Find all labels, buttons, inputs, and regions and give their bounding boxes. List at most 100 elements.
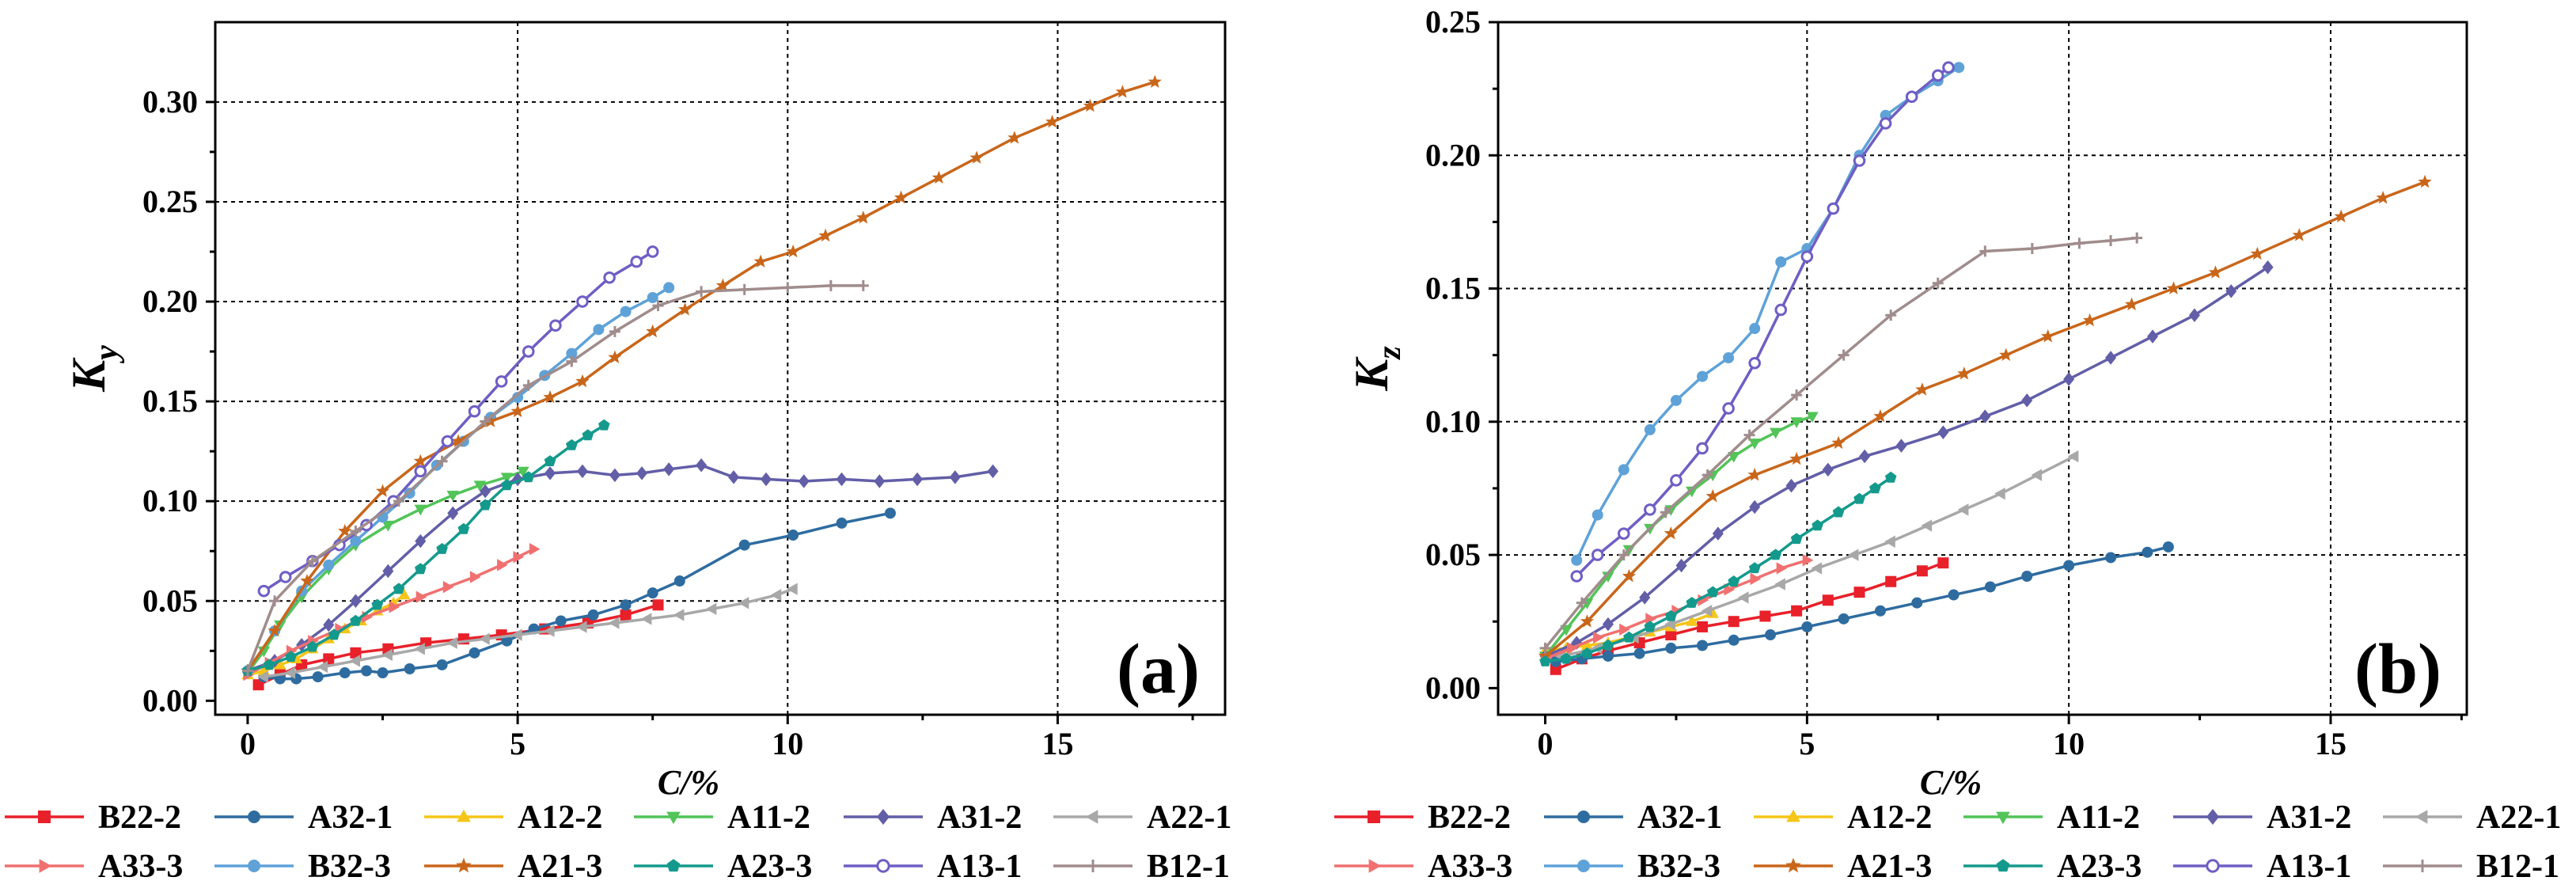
- data-point: [393, 495, 404, 507]
- legend-marker: [1996, 859, 2010, 872]
- legend-item-a12-2: A12-2: [1754, 799, 1932, 836]
- data-point: [1007, 131, 1022, 144]
- legend-item-b22-2: B22-2: [1334, 799, 1511, 836]
- data-point: [2131, 232, 2143, 244]
- data-point: [479, 499, 491, 511]
- series-b12-1: [241, 279, 869, 677]
- y-tick-label: 0.30: [142, 84, 198, 120]
- data-point: [636, 466, 648, 480]
- data-point: [1884, 471, 1897, 483]
- data-point: [381, 520, 395, 532]
- data-point: [1665, 609, 1677, 621]
- data-point: [782, 282, 794, 294]
- data-point: [987, 464, 999, 479]
- data-point: [1791, 389, 1803, 401]
- data-point: [2063, 560, 2075, 571]
- legend-marker: [1087, 860, 1099, 872]
- data-point: [361, 665, 373, 677]
- data-point: [603, 271, 616, 284]
- legend-marker: [456, 857, 472, 873]
- data-point: [1915, 382, 1929, 396]
- data-point: [522, 471, 535, 483]
- data-point: [2292, 228, 2306, 241]
- legend-marker: [1577, 860, 1590, 872]
- data-point: [2376, 191, 2390, 204]
- data-point: [2124, 297, 2139, 311]
- data-point: [1670, 474, 1683, 487]
- y-tick-label: 0.15: [1425, 271, 1481, 306]
- data-point: [501, 635, 513, 647]
- data-point: [1822, 594, 1834, 606]
- data-point: [1644, 423, 1656, 435]
- data-point: [1581, 647, 1593, 659]
- data-point: [468, 404, 481, 418]
- data-point: [640, 613, 652, 625]
- legend-label: A22-1: [2476, 799, 2561, 836]
- data-point: [1994, 487, 2005, 500]
- data-point: [1822, 462, 1834, 477]
- legend-marker: [1085, 810, 1098, 824]
- series-a31-2: [241, 458, 999, 678]
- legend-marker: [1368, 811, 1380, 823]
- legend-item-a21-3: A21-3: [1754, 849, 1932, 885]
- legend-marker: [1786, 809, 1800, 822]
- data-point: [436, 455, 448, 467]
- data-point: [1774, 578, 1785, 590]
- data-point: [269, 595, 281, 607]
- data-point: [1045, 115, 1060, 128]
- data-point: [1728, 634, 1739, 646]
- series-b12-1: [1539, 232, 2143, 654]
- data-point: [1801, 621, 1813, 632]
- legend-right: B22-2 A32-1 A12-2 A11-2 A31-2 A22-1 A33-3 B32-3…: [1334, 799, 2561, 885]
- data-point: [620, 599, 632, 611]
- data-point: [1592, 509, 1603, 521]
- data-point: [2250, 246, 2264, 260]
- data-point: [566, 355, 578, 367]
- data-point: [480, 416, 491, 427]
- data-point: [1686, 486, 1698, 498]
- data-point: [646, 324, 660, 338]
- data-point: [451, 434, 465, 447]
- legend-item-a13-1: A13-1: [2173, 849, 2351, 885]
- y-tick-label: 0.05: [1425, 537, 1481, 572]
- data-point: [317, 660, 328, 674]
- data-point: [274, 620, 286, 632]
- data-point: [1802, 554, 1814, 567]
- y-tick-label: 0.15: [142, 383, 198, 419]
- data-point: [1765, 629, 1777, 641]
- data-point: [1789, 451, 1804, 465]
- x-tick-label: 15: [2315, 726, 2346, 761]
- data-point: [2142, 546, 2153, 558]
- data-point: [1728, 616, 1739, 628]
- data-point: [457, 522, 470, 534]
- data-point: [753, 254, 768, 268]
- data-point: [323, 617, 335, 632]
- series-line-b12-1: [246, 284, 863, 672]
- data-point: [415, 563, 427, 575]
- plot-frame: [214, 21, 1227, 716]
- data-point: [1749, 499, 1761, 514]
- legend-marker: [248, 860, 260, 872]
- legend-item-a31-2: A31-2: [2173, 799, 2351, 836]
- data-point: [2334, 209, 2348, 222]
- legend-item-a21-3: A21-3: [424, 849, 602, 885]
- data-point: [381, 648, 393, 662]
- data-point: [1790, 417, 1803, 428]
- data-point: [1664, 505, 1678, 516]
- data-point: [1874, 605, 1886, 617]
- data-point: [1749, 323, 1761, 335]
- data-point: [1664, 617, 1675, 631]
- series-a23-3: [241, 419, 610, 676]
- series-a21-3: [1538, 174, 2432, 663]
- legend-label: A22-1: [1147, 799, 1231, 836]
- data-point: [787, 530, 799, 541]
- data-point: [663, 282, 675, 294]
- data-point: [1957, 366, 1971, 380]
- data-point: [350, 594, 362, 609]
- data-point: [414, 465, 427, 478]
- data-point: [1712, 526, 1724, 541]
- data-point: [300, 574, 314, 587]
- plot-area: [215, 22, 1225, 715]
- data-point: [566, 439, 578, 450]
